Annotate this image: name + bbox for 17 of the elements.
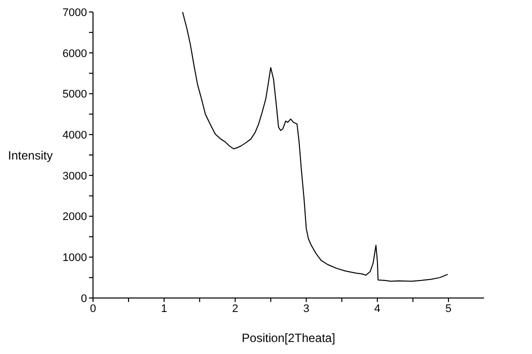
x-tick-label: 4 [374, 302, 380, 315]
y-tick-label: 6000 [62, 48, 87, 60]
x-tick-label: 5 [445, 302, 452, 315]
x-tick-label: 3 [303, 302, 310, 315]
y-tick-label: 4000 [62, 129, 87, 142]
y-tick-label: 3000 [62, 170, 87, 182]
x-tick-label: 2 [232, 302, 238, 315]
x-axis-title: Position[2Theata] [242, 331, 336, 345]
y-tick-label: 5000 [62, 88, 87, 101]
x-tick-label: 0 [90, 302, 96, 315]
y-axis-title: Intensity [8, 148, 53, 162]
y-tick-label: 7000 [62, 6, 87, 19]
y-tick-label: 1000 [62, 252, 87, 264]
x-tick-label: 1 [161, 302, 168, 315]
y-tick-label: 2000 [62, 211, 87, 224]
line-series [182, 12, 448, 282]
y-tick-label: 0 [80, 292, 87, 305]
